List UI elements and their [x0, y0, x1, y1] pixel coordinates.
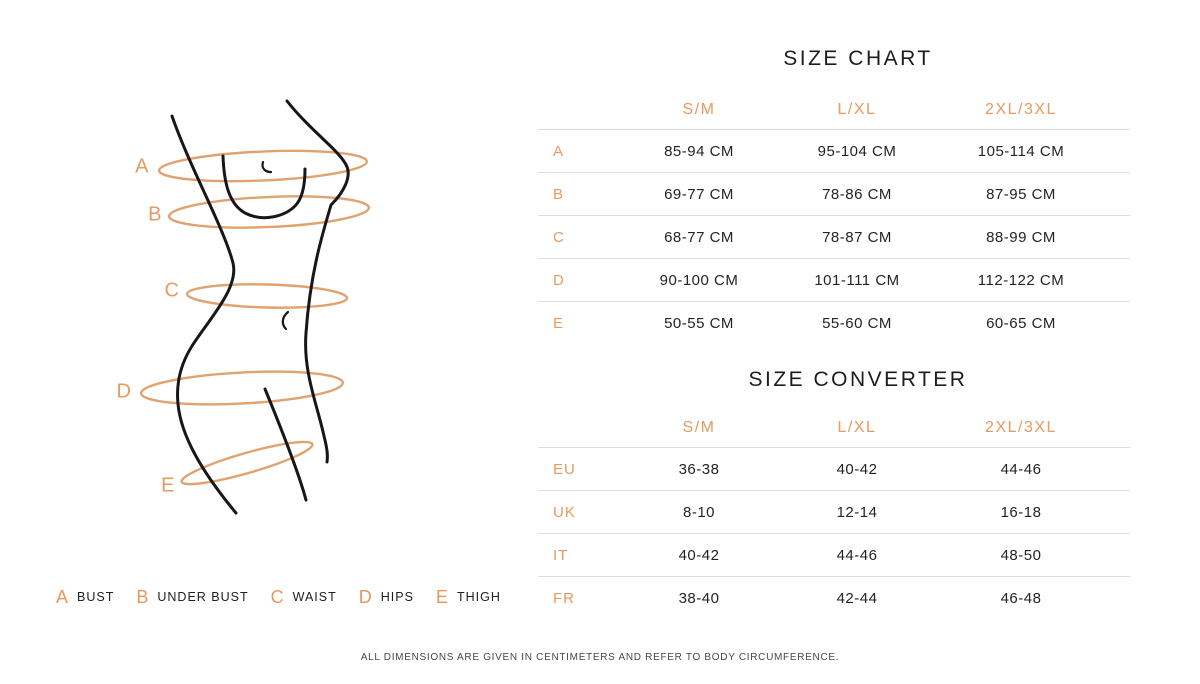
legend-item-under-bust: B UNDER BUST: [136, 587, 248, 608]
legend-letter: C: [270, 586, 284, 607]
table-cell: 16-18: [1000, 503, 1042, 521]
size-chart-table: S/M L/XL 2XL/3XL A 85-94 CM 95-104 CM 10…: [538, 91, 1130, 344]
body-detail-marks: [261, 160, 290, 331]
table-row: FR 38-40 42-44 46-48: [538, 577, 1130, 619]
column-header-lxl: L/XL: [837, 419, 877, 436]
row-label: C: [553, 228, 565, 246]
table-cell: 8-10: [682, 503, 716, 521]
ellipse-under-bust: [167, 195, 371, 229]
table-row: E 50-55 CM 55-60 CM 60-65 CM: [538, 302, 1130, 344]
legend-item-thigh: E THIGH: [436, 587, 501, 608]
legend-letter: A: [56, 586, 69, 607]
breast-curve: [221, 154, 307, 220]
table-cell: 12-14: [836, 503, 878, 521]
legend-item-waist: C WAIST: [271, 587, 337, 608]
row-label: IT: [553, 546, 569, 564]
table-cell: 60-65 CM: [986, 314, 1056, 332]
legend-letter: D: [358, 586, 372, 607]
figure-label-c: C: [164, 279, 180, 302]
body-measurement-figure: A B C D E: [0, 0, 520, 560]
figure-label-b: B: [148, 203, 162, 226]
table-cell: 55-60 CM: [822, 314, 892, 332]
table-cell: 48-50: [1000, 546, 1042, 564]
table-cell: 44-46: [1000, 460, 1042, 478]
table-row: EU 36-38 40-42 44-46: [538, 448, 1130, 491]
table-cell: 50-55 CM: [664, 314, 734, 332]
navel-mark: [281, 310, 290, 331]
measurement-ellipses: [139, 149, 371, 486]
table-cell: 85-94 CM: [664, 142, 734, 160]
row-label: A: [553, 142, 565, 160]
ellipse-hips: [139, 370, 345, 406]
legend-label: BUST: [77, 590, 115, 604]
nipple-mark: [261, 160, 273, 174]
column-header-lxl: L/XL: [837, 101, 877, 118]
table-row: A 85-94 CM 95-104 CM 105-114 CM: [538, 130, 1130, 173]
legend-label: HIPS: [380, 590, 414, 604]
row-label: FR: [553, 589, 575, 607]
figure-label-d: D: [116, 380, 132, 403]
size-chart-title: SIZE CHART: [783, 47, 933, 70]
table-cell: 68-77 CM: [664, 228, 734, 246]
table-cell: 78-87 CM: [822, 228, 892, 246]
row-label: UK: [553, 503, 576, 521]
figure-label-e: E: [161, 474, 175, 497]
legend-label: WAIST: [292, 590, 337, 604]
table-row: C 68-77 CM 78-87 CM 88-99 CM: [538, 216, 1130, 259]
table-cell: 112-122 CM: [977, 271, 1065, 289]
table-cell: 38-40: [678, 589, 720, 607]
table-row: D 90-100 CM 101-111 CM 112-122 CM: [538, 259, 1130, 302]
table-row: UK 8-10 12-14 16-18: [538, 491, 1130, 534]
table-cell: 69-77 CM: [664, 185, 734, 203]
ellipse-bust: [157, 149, 369, 183]
ellipse-thigh: [180, 440, 314, 486]
row-label: EU: [553, 460, 576, 478]
column-header-sm: S/M: [682, 419, 716, 436]
table-cell: 90-100 CM: [659, 271, 739, 289]
table-cell: 46-48: [1000, 589, 1042, 607]
body-outline: [170, 99, 350, 515]
table-cell: 88-99 CM: [986, 228, 1056, 246]
table-cell: 105-114 CM: [977, 142, 1065, 160]
size-converter-title: SIZE CONVERTER: [748, 368, 968, 391]
legend-letter: B: [136, 586, 149, 607]
size-converter-table: S/M L/XL 2XL/3XL EU 36-38 40-42 44-46 UK…: [538, 409, 1130, 619]
dimensions-footnote: ALL DIMENSIONS ARE GIVEN IN CENTIMETERS …: [360, 652, 840, 663]
figure-label-a: A: [135, 155, 149, 178]
column-header-sm: S/M: [682, 101, 716, 118]
table-cell: 95-104 CM: [817, 142, 897, 160]
table-cell: 101-111 CM: [814, 271, 900, 289]
legend-label: THIGH: [456, 590, 501, 604]
column-header-2xl3xl: 2XL/3XL: [985, 101, 1057, 118]
table-cell: 40-42: [678, 546, 720, 564]
size-converter-header-row: S/M L/XL 2XL/3XL: [538, 409, 1130, 448]
row-label: E: [553, 314, 565, 332]
legend-label: UNDER BUST: [157, 590, 249, 604]
size-chart-header-row: S/M L/XL 2XL/3XL: [538, 91, 1130, 130]
leg-crease-line: [263, 387, 308, 502]
table-cell: 36-38: [678, 460, 720, 478]
row-label: B: [553, 185, 565, 203]
table-cell: 78-86 CM: [822, 185, 892, 203]
legend-item-bust: A BUST: [56, 587, 114, 608]
table-row: IT 40-42 44-46 48-50: [538, 534, 1130, 577]
measurement-legend: A BUST B UNDER BUST C WAIST D HIPS E THI…: [56, 586, 523, 608]
table-cell: 87-95 CM: [986, 185, 1056, 203]
ellipse-waist: [185, 283, 349, 309]
back-line: [170, 114, 238, 515]
table-cell: 40-42: [836, 460, 878, 478]
column-header-2xl3xl: 2XL/3XL: [985, 419, 1057, 436]
row-label: D: [553, 271, 565, 289]
female-silhouette-diagram: [139, 99, 371, 515]
legend-letter: E: [435, 586, 448, 607]
table-cell: 42-44: [836, 589, 878, 607]
legend-item-hips: D HIPS: [359, 587, 414, 608]
front-line: [285, 99, 350, 464]
table-cell: 44-46: [836, 546, 878, 564]
table-row: B 69-77 CM 78-86 CM 87-95 CM: [538, 173, 1130, 216]
